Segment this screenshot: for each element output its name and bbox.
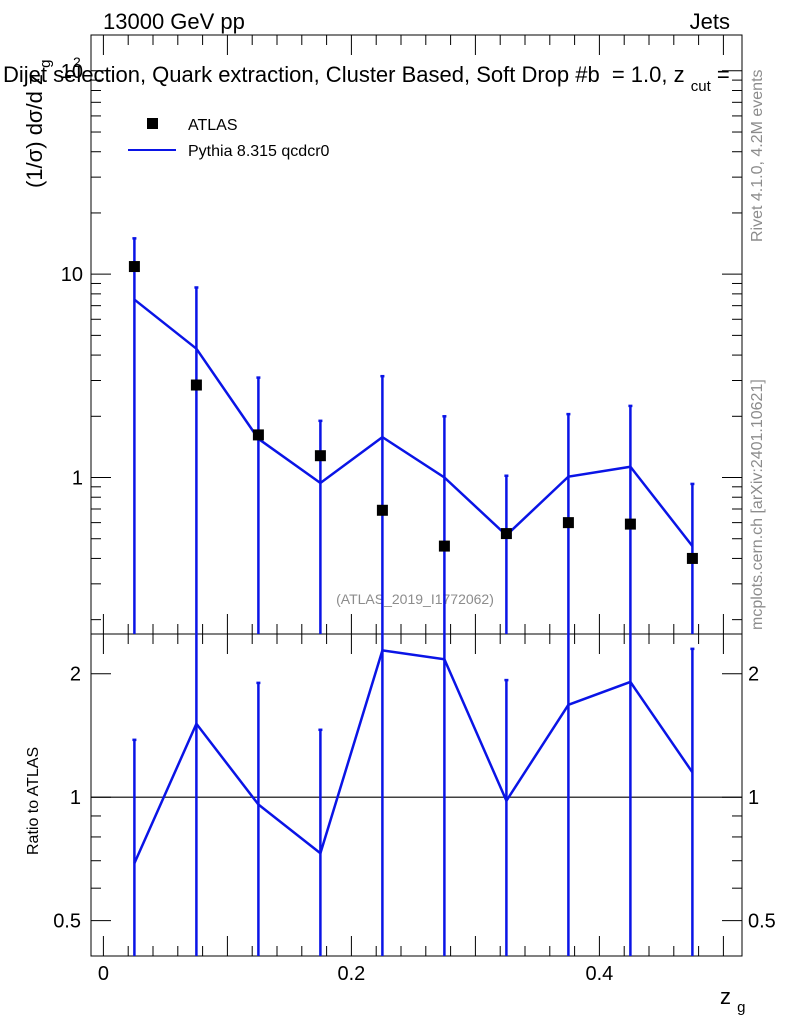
plot-title-sub: cut — [691, 78, 712, 95]
main-ytick-label: 1 — [72, 468, 83, 490]
main-ytick-label-sup: 2 — [73, 54, 81, 70]
x-axis-ticks: 0 0.2 0.4 — [98, 35, 724, 985]
legend: ATLAS Pythia 8.315 qcdcr0 — [128, 117, 330, 160]
ratio-axis-ticks: 0.5 0.5 1 1 2 2 — [53, 664, 776, 933]
main-ylabel: (1/σ) dσ/d z g — [22, 60, 54, 188]
atlas-point — [500, 528, 512, 540]
xtick-label: 0.4 — [585, 963, 613, 985]
xtick-label: 0.2 — [337, 963, 365, 985]
atlas-point — [314, 450, 326, 462]
xtick-label: 0 — [98, 963, 109, 985]
analysis-id: (ATLAS_2019_I1772062) — [336, 591, 494, 607]
plot-title-tail: = — [717, 62, 730, 87]
main-ytick-label: 10 — [61, 264, 83, 286]
plot-title-beta: = 1.0, z — [612, 62, 685, 87]
energy-label: 13000 GeV pp — [103, 9, 245, 34]
ratio-ylabel: Ratio to ATLAS — [25, 747, 42, 855]
atlas-point — [128, 261, 140, 273]
main-ylabel-text: (1/σ) dσ/d z — [22, 74, 47, 188]
xlabel: z g — [720, 984, 745, 1016]
atlas-point — [190, 379, 202, 391]
ratio-ytick-label-right: 1 — [748, 787, 759, 809]
xlabel-text: z — [720, 984, 731, 1009]
atlas-point — [562, 517, 574, 529]
atlas-point — [686, 552, 698, 564]
ratio-ytick-label: 0.5 — [53, 911, 81, 933]
legend-marker-atlas — [147, 118, 158, 129]
legend-label-mc: Pythia 8.315 qcdcr0 — [188, 143, 330, 160]
plot-title: Dijet selection, Quark extraction, Clust… — [3, 62, 730, 96]
main-ytick-label: 10 — [61, 61, 83, 83]
ratio-ytick-label: 2 — [70, 664, 81, 686]
ratio-plot-marks — [91, 634, 742, 956]
main-plot-marks — [128, 237, 698, 634]
plot-title-main: Dijet selection, Quark extraction, Clust… — [3, 62, 600, 87]
ratio-line — [133, 649, 694, 864]
mcplots-label: mcplots.cern.ch [arXiv:2401.10621] — [749, 379, 766, 630]
main-ylabel-sub: g — [37, 60, 54, 68]
atlas-point — [252, 429, 264, 441]
ratio-ytick-label-right: 0.5 — [748, 911, 776, 933]
atlas-point — [376, 504, 388, 516]
rivet-label: Rivet 4.1.0, 4.2M events — [749, 69, 766, 242]
ratio-ytick-label-right: 2 — [748, 664, 759, 686]
ratio-ytick-label: 1 — [70, 787, 81, 809]
mc-line — [133, 298, 694, 547]
ratio-frame — [90, 633, 743, 957]
process-label: Jets — [690, 9, 730, 34]
atlas-point — [438, 540, 450, 552]
xlabel-sub: g — [737, 999, 745, 1016]
legend-label-atlas: ATLAS — [188, 117, 238, 134]
atlas-point — [624, 518, 636, 530]
